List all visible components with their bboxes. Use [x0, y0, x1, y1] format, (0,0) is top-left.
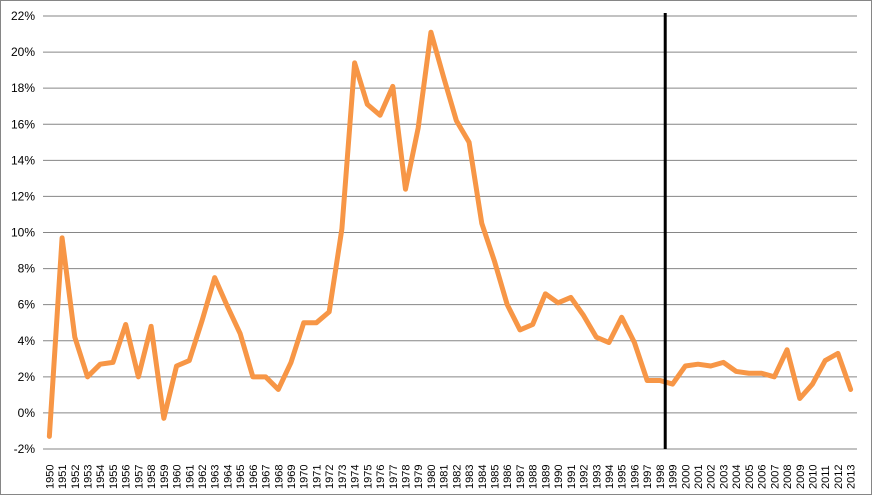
x-tick-label: 1995: [617, 465, 629, 489]
x-tick-label: 2003: [718, 465, 730, 489]
x-tick-label: 1985: [490, 465, 502, 489]
x-tick-label: 1954: [95, 465, 107, 489]
x-tick-label: 2010: [807, 465, 819, 489]
y-tick-label: 4%: [18, 334, 36, 348]
x-tick-label: 1961: [184, 465, 196, 489]
x-tick-label: 1977: [388, 465, 400, 489]
x-tick-label: 2013: [846, 465, 858, 489]
x-tick-label: 1958: [146, 465, 158, 489]
y-tick-label: 14%: [11, 153, 35, 167]
x-tick-label: 1976: [375, 465, 387, 489]
x-tick-label: 1983: [464, 465, 476, 489]
x-tick-label: 1971: [311, 465, 323, 489]
x-tick-label: 1978: [400, 465, 412, 489]
x-tick-label: 2001: [693, 465, 705, 489]
y-tick-label: 18%: [11, 81, 35, 95]
y-tick-label: 20%: [11, 45, 35, 59]
y-tick-label: 6%: [18, 298, 36, 312]
y-axis-ticks: -2% 0% 2% 4% 6% 8% 10% 12% 14% 16% 18% 20% 22%: [11, 9, 35, 456]
x-tick-label: 1982: [451, 465, 463, 489]
gridlines: [43, 15, 857, 450]
x-tick-label: 1992: [579, 465, 591, 489]
x-tick-label: 2005: [744, 465, 756, 489]
x-tick-label: 1974: [350, 465, 362, 489]
x-tick-label: 1993: [591, 465, 603, 489]
x-tick-label: 1964: [222, 465, 234, 489]
x-tick-label: 1960: [172, 465, 184, 489]
x-tick-label: 1951: [57, 465, 69, 489]
y-tick-label: 0%: [18, 406, 36, 420]
x-tick-label: 2009: [795, 465, 807, 489]
x-tick-label: 1989: [540, 465, 552, 489]
x-tick-label: 1999: [668, 465, 680, 489]
x-tick-label: 1968: [273, 465, 285, 489]
x-tick-label: 2004: [731, 465, 743, 489]
y-tick-label: -2%: [14, 442, 36, 456]
x-tick-label: 1955: [108, 465, 120, 489]
y-tick-label: 22%: [11, 9, 35, 23]
x-tick-label: 2007: [769, 465, 781, 489]
y-tick-label: 8%: [18, 262, 36, 276]
x-tick-label: 1957: [133, 465, 145, 489]
x-tick-label: 1965: [235, 465, 247, 489]
x-tick-label: 1956: [121, 465, 133, 489]
x-tick-label: 1972: [324, 465, 336, 489]
x-tick-label: 2011: [820, 465, 832, 489]
x-tick-label: 1980: [426, 465, 438, 489]
x-tick-label: 1981: [439, 465, 451, 489]
x-tick-label: 1962: [197, 465, 209, 489]
series-line: [46, 29, 854, 439]
x-tick-label: 1950: [44, 465, 56, 489]
x-tick-label: 1987: [515, 465, 527, 489]
x-tick-label: 1984: [477, 465, 489, 489]
y-tick-label: 12%: [11, 189, 35, 203]
y-tick-label: 10%: [11, 226, 35, 240]
x-tick-label: 1966: [248, 465, 260, 489]
x-tick-label: 2002: [706, 465, 718, 489]
x-tick-label: 1991: [566, 465, 578, 489]
x-tick-label: 1990: [553, 465, 565, 489]
x-tick-label: 1988: [528, 465, 540, 489]
y-tick-label: 16%: [11, 117, 35, 131]
x-tick-label: 1998: [655, 465, 667, 489]
x-tick-label: 2008: [782, 465, 794, 489]
x-tick-label: 1973: [337, 465, 349, 489]
x-tick-label: 1969: [286, 465, 298, 489]
x-tick-label: 1952: [70, 465, 82, 489]
x-axis-ticks: 1950 1951 1952 1953 1954 1955 1956 1957 1958 1959…: [44, 465, 857, 489]
x-tick-label: 2012: [833, 465, 845, 489]
x-tick-label: 1994: [604, 465, 616, 489]
x-tick-label: 1975: [362, 465, 374, 489]
x-tick-label: 1959: [159, 465, 171, 489]
x-tick-label: 1970: [299, 465, 311, 489]
x-tick-label: 2006: [757, 465, 769, 489]
x-tick-label: 1986: [502, 465, 514, 489]
x-tick-label: 1953: [83, 465, 95, 489]
x-tick-label: 1996: [629, 465, 641, 489]
x-tick-label: 1963: [210, 465, 222, 489]
x-tick-label: 1979: [413, 465, 425, 489]
x-tick-label: 2000: [680, 465, 692, 489]
x-tick-label: 1967: [261, 465, 273, 489]
x-tick-label: 1997: [642, 465, 654, 489]
y-tick-label: 2%: [18, 370, 36, 384]
